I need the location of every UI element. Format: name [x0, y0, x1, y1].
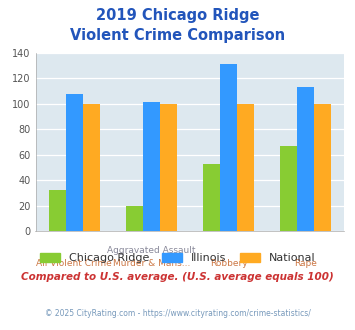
Text: Violent Crime Comparison: Violent Crime Comparison [70, 28, 285, 43]
Legend: Chicago Ridge, Illinois, National: Chicago Ridge, Illinois, National [35, 248, 320, 268]
Text: Compared to U.S. average. (U.S. average equals 100): Compared to U.S. average. (U.S. average … [21, 272, 334, 282]
Bar [143, 102, 160, 231]
Text: Rape: Rape [294, 259, 317, 268]
Text: © 2025 CityRating.com - https://www.cityrating.com/crime-statistics/: © 2025 CityRating.com - https://www.city… [45, 309, 310, 317]
Bar [297, 87, 314, 231]
Bar [83, 104, 100, 231]
Bar [126, 206, 143, 231]
Bar [49, 190, 66, 231]
Bar [203, 164, 220, 231]
Bar [280, 146, 297, 231]
Bar [66, 93, 83, 231]
Text: Aggravated Assault: Aggravated Assault [107, 246, 196, 255]
Text: Murder & Mans...: Murder & Mans... [113, 259, 190, 268]
Bar [237, 104, 254, 231]
Bar [220, 64, 237, 231]
Text: Robbery: Robbery [210, 259, 247, 268]
Bar [314, 104, 331, 231]
Text: 2019 Chicago Ridge: 2019 Chicago Ridge [96, 8, 259, 23]
Text: All Violent Crime: All Violent Crime [36, 259, 112, 268]
Bar [160, 104, 177, 231]
